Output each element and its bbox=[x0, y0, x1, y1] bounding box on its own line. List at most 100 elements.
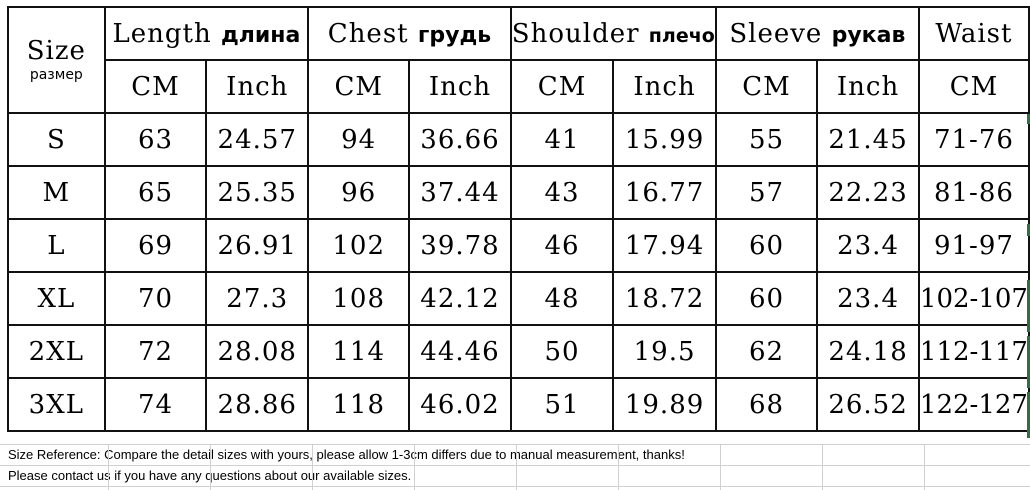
measurement-cell: 70 bbox=[103, 271, 208, 326]
unit-cell: Inch bbox=[408, 59, 512, 114]
unit-cell: CM bbox=[509, 59, 615, 114]
unit-cell: Inch bbox=[205, 59, 310, 114]
table-row: L 69 26.91 102 39.78 46 17.94 60 23.4 91-97 bbox=[7, 218, 1030, 273]
measurement-cell: 39.78 bbox=[408, 218, 512, 273]
measurement-cell: 46.02 bbox=[408, 377, 512, 432]
grid-line bbox=[414, 444, 415, 490]
cell-edge-marker bbox=[1027, 280, 1030, 332]
measurement-cell: 27.3 bbox=[205, 271, 310, 326]
measurement-cell: 74 bbox=[103, 377, 208, 432]
measurement-cell: 96 bbox=[307, 165, 411, 220]
measurement-cell: 122-127 bbox=[917, 377, 1030, 432]
measurement-cell: 71-76 bbox=[917, 112, 1030, 167]
measurement-cell: 112-117 bbox=[917, 324, 1030, 379]
shoulder-header-cell: Shoulder плечо bbox=[509, 6, 717, 61]
chest-header-cell: Chest грудь bbox=[307, 6, 512, 61]
measurement-cell: 16.77 bbox=[612, 165, 717, 220]
unit-cell: CM bbox=[307, 59, 411, 114]
cell-edge-marker bbox=[1027, 224, 1030, 236]
measurement-cell: 19.89 bbox=[612, 377, 717, 432]
table-row: S 63 24.57 94 36.66 41 15.99 55 21.45 71-76 bbox=[7, 112, 1030, 167]
size-label-cell: 3XL bbox=[7, 377, 106, 432]
unit-cell: Inch bbox=[816, 59, 920, 114]
measurement-cell: 36.66 bbox=[408, 112, 512, 167]
measurement-cell: 57 bbox=[714, 165, 819, 220]
grid-line bbox=[312, 444, 313, 490]
measurement-cell: 44.46 bbox=[408, 324, 512, 379]
grid-line bbox=[618, 444, 619, 490]
size-header-en: Size bbox=[26, 36, 86, 66]
size-header-ru: размер bbox=[29, 67, 83, 83]
size-label-cell: XL bbox=[7, 271, 106, 326]
size-label-cell: S bbox=[7, 112, 106, 167]
length-header-en: Length bbox=[112, 18, 212, 49]
cell-edge-marker bbox=[1027, 336, 1030, 388]
table-row: M 65 25.35 96 37.44 43 16.77 57 22.23 81-86 bbox=[7, 165, 1030, 220]
measurement-cell: 43 bbox=[509, 165, 615, 220]
shoulder-header-ru: плечо bbox=[648, 24, 715, 47]
measurement-cell: 94 bbox=[307, 112, 411, 167]
measurement-cell: 21.45 bbox=[816, 112, 920, 167]
measurement-cell: 15.99 bbox=[612, 112, 717, 167]
grid-line bbox=[822, 444, 823, 490]
grid-line bbox=[210, 444, 211, 490]
measurement-cell: 28.08 bbox=[205, 324, 310, 379]
measurement-cell: 46 bbox=[509, 218, 615, 273]
size-reference-note: Size Reference: Compare the detail sizes… bbox=[0, 444, 1030, 465]
length-header-cell: Length длина bbox=[103, 6, 310, 61]
waist-header-cell: Waist bbox=[917, 6, 1030, 61]
unit-cell: CM bbox=[917, 59, 1030, 114]
cell-edge-marker bbox=[1027, 392, 1030, 438]
measurement-cell: 22.23 bbox=[816, 165, 920, 220]
measurement-cell: 17.94 bbox=[612, 218, 717, 273]
measurement-cell: 60 bbox=[714, 271, 819, 326]
size-label-cell: 2XL bbox=[7, 324, 106, 379]
measurement-cell: 18.72 bbox=[612, 271, 717, 326]
measurement-cell: 102-107 bbox=[917, 271, 1030, 326]
unit-row: CM Inch CM Inch CM Inch CM Inch CM bbox=[8, 59, 1030, 114]
shoulder-header-en: Shoulder bbox=[511, 18, 640, 49]
sleeve-header-en: Sleeve bbox=[729, 18, 823, 49]
measurement-cell: 24.57 bbox=[205, 112, 310, 167]
contact-note: Please contact us if you have any questi… bbox=[0, 465, 1030, 487]
cell-edge-marker bbox=[1027, 114, 1030, 124]
measurement-cell: 114 bbox=[307, 324, 411, 379]
grid-line bbox=[720, 444, 721, 490]
length-header-ru: длина bbox=[221, 22, 301, 48]
sleeve-header-ru: рукав bbox=[831, 22, 906, 48]
measurement-cell: 108 bbox=[307, 271, 411, 326]
grid-line bbox=[108, 444, 109, 490]
table-row: XL 70 27.3 108 42.12 48 18.72 60 23.4 102-107 bbox=[7, 271, 1030, 326]
grid-line bbox=[924, 444, 925, 490]
size-header-cell: Size размер bbox=[7, 6, 106, 114]
measurement-cell: 65 bbox=[103, 165, 208, 220]
waist-header-en: Waist bbox=[935, 18, 1013, 49]
table-row: 2XL 72 28.08 114 44.46 50 19.5 62 24.18 112-117 bbox=[7, 324, 1030, 379]
measurement-cell: 23.4 bbox=[816, 271, 920, 326]
measurement-cell: 63 bbox=[103, 112, 208, 167]
measurement-cell: 50 bbox=[509, 324, 615, 379]
measurement-cell: 51 bbox=[509, 377, 615, 432]
measurement-cell: 72 bbox=[103, 324, 208, 379]
measurement-cell: 62 bbox=[714, 324, 819, 379]
measurement-cell: 41 bbox=[509, 112, 615, 167]
table-body: S 63 24.57 94 36.66 41 15.99 55 21.45 71-76 M 65 25.… bbox=[7, 112, 1030, 432]
size-label-cell: M bbox=[7, 165, 106, 220]
measurement-cell: 68 bbox=[714, 377, 819, 432]
measurement-cell: 37.44 bbox=[408, 165, 512, 220]
measurement-cell: 60 bbox=[714, 218, 819, 273]
measurement-cell: 19.5 bbox=[612, 324, 717, 379]
measurement-cell: 25.35 bbox=[205, 165, 310, 220]
chest-header-ru: грудь bbox=[417, 22, 492, 48]
header-row: Size размер Length длина Chest грудь Sho… bbox=[7, 6, 1030, 114]
measurement-cell: 55 bbox=[714, 112, 819, 167]
measurement-cell: 28.86 bbox=[205, 377, 310, 432]
unit-cell: CM bbox=[103, 59, 208, 114]
measurement-cell: 23.4 bbox=[816, 218, 920, 273]
unit-cell: Inch bbox=[612, 59, 717, 114]
size-label-cell: L bbox=[7, 218, 106, 273]
measurement-cell: 91-97 bbox=[917, 218, 1030, 273]
table-row: 3XL 74 28.86 118 46.02 51 19.89 68 26.52 122-127 bbox=[7, 377, 1030, 432]
chest-header-en: Chest bbox=[327, 18, 409, 49]
measurement-cell: 102 bbox=[307, 218, 411, 273]
